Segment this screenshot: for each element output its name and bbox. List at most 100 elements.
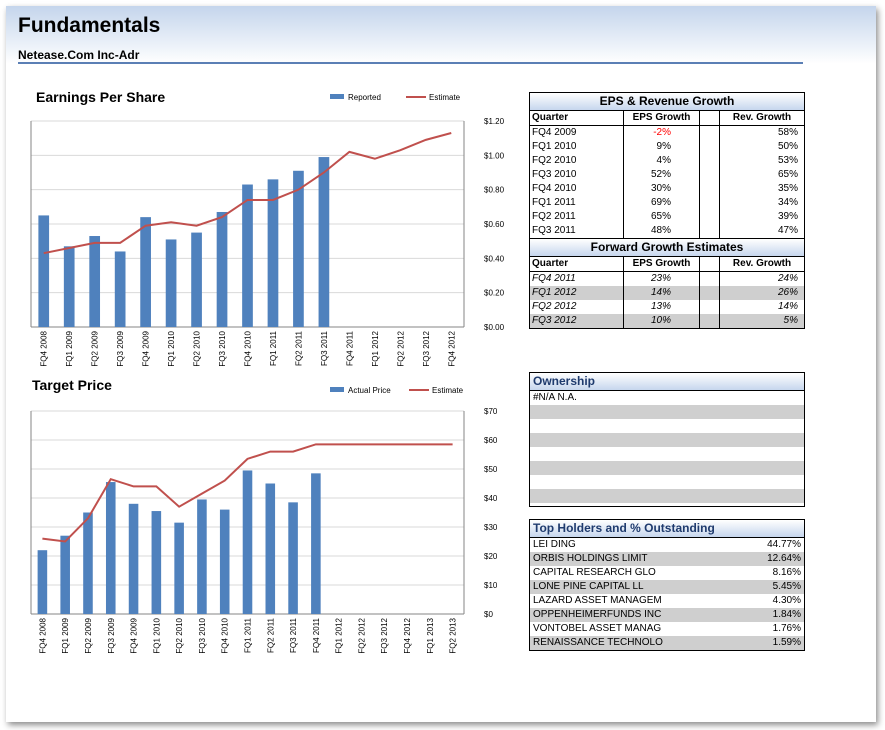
page-title: Fundamentals <box>18 14 161 37</box>
table-row: FQ2 2011 65% 39% <box>530 210 804 224</box>
holder-row: VONTOBEL ASSET MANAG 1.76% <box>530 622 804 636</box>
col-quarter-header: Quarter <box>530 111 624 125</box>
eps-growth-cell: 48% <box>624 224 700 238</box>
quarter-cell: FQ2 2010 <box>530 154 624 168</box>
eps-growth-cell: 13% <box>624 300 700 314</box>
bar <box>114 251 126 327</box>
holder-row: ORBIS HOLDINGS LIMIT 12.64% <box>530 552 804 566</box>
holder-row: LEI DING 44.77% <box>530 538 804 552</box>
quarter-cell: FQ3 2010 <box>530 168 624 182</box>
growth-table-title: EPS & Revenue Growth <box>530 93 804 111</box>
x-tick-label: FQ2 2009 <box>91 330 100 366</box>
rev-growth-cell: 5% <box>783 315 798 326</box>
eps-growth-cell: 52% <box>624 168 700 182</box>
eps-growth-cell: 9% <box>624 140 700 154</box>
x-tick-label: FQ3 2011 <box>289 617 298 653</box>
bar <box>216 211 228 327</box>
holder-name: CAPITAL RESEARCH GLO <box>533 567 656 578</box>
x-tick-label: FQ2 2012 <box>357 617 366 653</box>
rev-growth-cell: 53% <box>777 155 798 166</box>
y-tick-label: $0.20 <box>484 289 505 298</box>
holder-name: OPPENHEIMERFUNDS INC <box>533 609 662 620</box>
x-tick-label: FQ2 2011 <box>266 617 275 653</box>
company-name: Netease.Com Inc-Adr <box>18 48 140 62</box>
x-tick-label: FQ1 2009 <box>61 617 70 653</box>
holder-percent: 12.64% <box>767 553 801 564</box>
x-tick-label: FQ4 2009 <box>130 617 139 653</box>
bar <box>288 502 298 614</box>
table-row: FQ4 2009 -2% 58% <box>530 126 804 140</box>
x-tick-label: FQ1 2011 <box>244 617 253 653</box>
table-row: FQ2 2012 13% 14% <box>530 300 804 314</box>
bar <box>140 217 151 327</box>
y-tick-label: $0 <box>484 610 493 619</box>
table-row: FQ3 2011 48% 47% <box>530 224 804 238</box>
bar <box>60 535 70 614</box>
holder-name: LEI DING <box>533 539 576 550</box>
eps-chart: $0.00 $0.20 $0.40 $0.60 $0.80 $1.00 $1.20 FQ4 2… <box>30 93 505 367</box>
bar <box>311 473 321 614</box>
eps-growth-cell: 14% <box>624 286 700 300</box>
x-tick-label: FQ3 2012 <box>380 617 389 653</box>
y-tick-label: $50 <box>484 465 498 474</box>
forward-estimates-title: Forward Growth Estimates <box>530 238 804 257</box>
legend-bar-label: Reported <box>348 93 381 102</box>
rev-growth-cell: 26% <box>777 287 798 298</box>
holder-percent: 8.16% <box>772 567 801 578</box>
quarter-cell: FQ2 2012 <box>530 300 624 314</box>
holder-name: VONTOBEL ASSET MANAG <box>533 623 662 634</box>
holder-percent: 1.84% <box>772 609 801 620</box>
bar <box>151 511 162 614</box>
col-rev-growth-header: Rev. Growth <box>732 112 792 123</box>
y-tick-label: $1.00 <box>484 151 505 160</box>
bar <box>242 184 253 327</box>
target-chart-title: Target Price <box>32 377 112 393</box>
growth-table-header: Quarter EPS Growth Rev. Growth <box>530 111 804 126</box>
eps-growth-cell: 69% <box>624 196 700 210</box>
holder-row: OPPENHEIMERFUNDS INC 1.84% <box>530 608 804 622</box>
holder-row: RENAISSANCE TECHNOLO 1.59% <box>530 636 804 650</box>
holder-percent: 1.59% <box>772 637 801 648</box>
x-tick-label: FQ3 2011 <box>320 330 329 366</box>
quarter-cell: FQ2 2011 <box>530 210 624 224</box>
y-tick-label: $20 <box>484 552 498 561</box>
header-divider <box>18 62 803 64</box>
eps-growth-cell: -2% <box>624 126 700 140</box>
target-price-chart: $0 $10 $20 $30 $40 $50 $60 $70 FQ4 2008 FQ1 2009 F… <box>30 386 498 654</box>
rev-growth-cell: 34% <box>777 197 798 208</box>
x-tick-label: FQ3 2012 <box>422 330 431 366</box>
holder-row: CAPITAL RESEARCH GLO 8.16% <box>530 566 804 580</box>
table-row: FQ1 2012 14% 26% <box>530 286 804 300</box>
holder-name: RENAISSANCE TECHNOLO <box>533 637 663 648</box>
y-tick-label: $1.20 <box>484 117 505 126</box>
eps-growth-cell: 10% <box>624 314 700 328</box>
holder-percent: 4.30% <box>772 595 801 606</box>
table-row: FQ2 2010 4% 53% <box>530 154 804 168</box>
quarter-cell: FQ1 2010 <box>530 140 624 154</box>
eps-growth-cell: 65% <box>624 210 700 224</box>
x-tick-label: FQ1 2012 <box>335 617 344 653</box>
bar <box>63 246 75 327</box>
ownership-row: #N/A N.A. <box>533 392 577 403</box>
holder-row: LONE PINE CAPITAL LL 5.45% <box>530 580 804 594</box>
bar <box>38 215 50 327</box>
estimate-line <box>43 132 452 255</box>
bar <box>37 550 48 614</box>
bar <box>191 232 202 327</box>
y-tick-label: $0.00 <box>484 323 505 332</box>
y-tick-label: $0.60 <box>484 220 505 229</box>
quarter-cell: FQ3 2011 <box>530 224 624 238</box>
y-tick-label: $40 <box>484 494 498 503</box>
rev-growth-cell: 35% <box>777 183 798 194</box>
x-tick-label: FQ1 2010 <box>167 330 176 366</box>
x-tick-label: FQ1 2011 <box>269 330 278 366</box>
top-holders-box: Top Holders and % Outstanding LEI DING 44… <box>529 519 805 651</box>
x-tick-label: FQ3 2010 <box>218 330 227 366</box>
legend-bar-swatch <box>330 94 344 99</box>
holder-name: LONE PINE CAPITAL LL <box>533 581 644 592</box>
y-tick-label: $60 <box>484 436 498 445</box>
bar <box>197 499 207 614</box>
forward-table-header: Quarter EPS Growth Rev. Growth <box>530 257 804 272</box>
quarter-cell: FQ1 2011 <box>530 196 624 210</box>
x-tick-label: FQ4 2010 <box>221 617 230 653</box>
